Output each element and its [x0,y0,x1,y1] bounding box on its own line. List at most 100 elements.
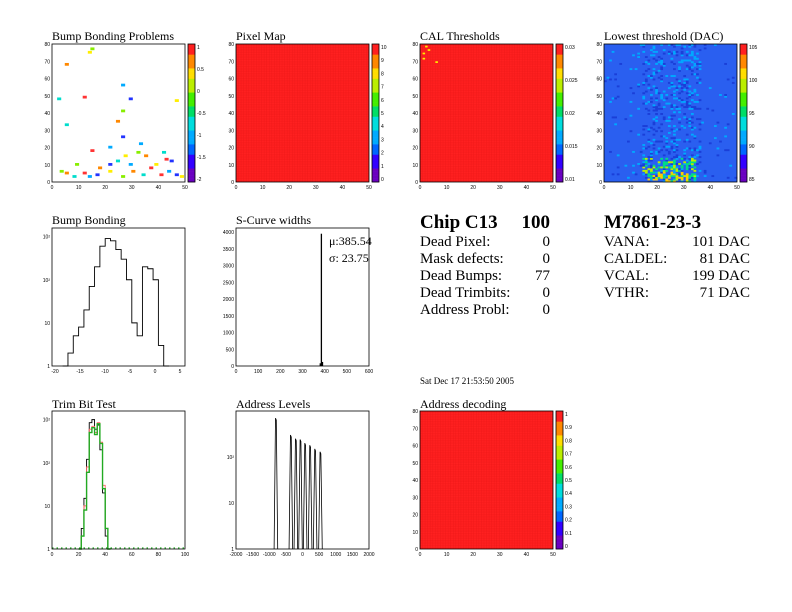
heatmap-cell [665,161,669,164]
palette-swatch [740,88,747,93]
heatmap-cell [690,113,694,115]
heatmap-cell [685,178,689,181]
heatmap-cell [690,52,694,55]
heatmap-cell [138,142,144,146]
heatmap-cell [121,175,126,178]
heatmap-cell [647,68,651,71]
heatmap-cell [662,163,666,165]
y-tick-label: 500 [226,347,235,353]
heatmap-cell [693,45,697,48]
palette-swatch [188,95,195,100]
palette-swatch [556,476,563,481]
heatmap-cell [667,166,671,169]
heatmap-cell [680,169,684,172]
heatmap-cell [632,54,635,57]
heatmap-cell [657,92,661,95]
heatmap-cell [611,50,615,53]
heatmap-cell [690,99,694,102]
heatmap-cell [121,109,126,113]
module-row-value: 71 DAC [699,285,750,301]
palette-swatch [556,493,563,498]
heatmap-cell [655,113,658,115]
heatmap-cell [660,94,664,96]
heatmap-cell [685,164,689,167]
y-tick-label: 2500 [223,280,234,286]
palette-swatch [740,171,747,176]
palette-tick-label: 5 [381,111,384,117]
heatmap-cell [685,92,689,95]
heatmap-cell [690,73,694,76]
heatmap-cell [696,73,699,76]
heatmap-cell [650,154,653,157]
heatmap-cell [675,78,679,81]
y-tick-label: 10² [43,235,51,241]
heatmap-cell [698,147,702,150]
palette-swatch [188,50,195,55]
heatmap-cell [693,137,697,140]
y-tick-label: 10 [44,163,50,169]
heatmap-cell [644,80,648,83]
heatmap-cell [703,169,707,172]
palette-swatch [372,47,379,52]
heatmap-cell [662,171,666,174]
heatmap-cell [680,99,684,102]
heatmap-cell [678,118,681,121]
heatmap-cell [657,126,661,129]
palette-swatch [556,414,563,419]
heatmap-cell [683,154,687,157]
palette-swatch [372,81,379,86]
palette-swatch [188,88,195,93]
palette-swatch [188,123,195,128]
x-tick-label: 40 [524,552,530,558]
palette-swatch [556,154,563,159]
heatmap-cell [141,173,146,177]
x-tick-label: 0 [419,552,422,558]
heatmap-cell [662,175,666,178]
heatmap-cell [670,52,674,55]
heatmap-cell [64,62,69,66]
heatmap-cell [685,133,689,136]
palette-tick-label: -0.5 [197,111,206,117]
palette-swatch [372,95,379,100]
palette-swatch [372,88,379,93]
heatmap-cell [642,95,646,98]
address-level-peak [293,438,299,550]
palette-swatch [556,126,563,131]
palette-swatch [740,119,747,124]
heatmap-cell [639,150,643,153]
heatmap-cell [673,173,676,176]
palette-swatch [188,126,195,131]
heatmap-cell [655,99,658,102]
heatmap-cell [688,107,692,110]
heatmap-cell [688,54,692,57]
heatmap-cell [685,106,689,109]
palette-frame [187,43,196,183]
heatmap-cell [673,133,676,136]
heatmap-cell [678,173,681,176]
heatmap-cell [698,145,702,148]
heatmap-cell [657,69,661,72]
y-tick-label: 80 [412,42,418,48]
heatmap-cell [647,175,651,178]
heatmap-cell [696,149,699,152]
heatmap-cell [678,99,681,102]
heatmap-cell [655,107,658,110]
palette-swatch [740,54,747,59]
heatmap-cell [660,130,664,133]
heatmap-cell [662,166,666,169]
heatmap-cell [660,80,664,83]
palette-swatch [556,61,563,65]
heatmap-cell [698,107,702,110]
palette-tick-label: 90 [749,144,755,150]
heatmap-cell [698,123,702,126]
y-tick-label: 30 [412,128,418,134]
heatmap-cell [655,97,658,100]
heatmap-cell [685,87,689,90]
heatmap-cell [660,171,664,174]
heatmap-cell [647,159,651,162]
palette-swatch [556,438,563,443]
heatmap-cell [650,176,653,179]
heatmap-cell [678,121,681,124]
heatmap-cell [688,125,692,127]
heatmap-cell [690,176,694,179]
